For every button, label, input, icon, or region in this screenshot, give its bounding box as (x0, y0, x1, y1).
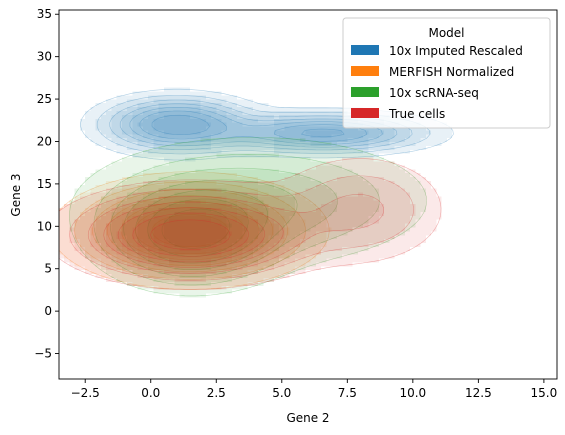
legend-swatch (351, 45, 379, 55)
y-axis-label: Gene 3 (9, 173, 23, 216)
x-axis: −2.5 0.0 2.5 5.0 7.5 10.0 12.5 15.0 (71, 379, 558, 400)
y-tick-label: 0 (44, 304, 52, 318)
x-tick-label: 0.0 (141, 386, 160, 400)
legend-swatch (351, 87, 379, 97)
y-axis: −5 0 5 10 15 20 25 30 35 (34, 7, 59, 360)
x-tick-label: 5.0 (272, 386, 291, 400)
legend-label: MERFISH Normalized (389, 65, 514, 79)
y-tick-label: 20 (37, 134, 52, 148)
y-tick-label: 35 (37, 7, 52, 21)
x-tick-label: 2.5 (207, 386, 226, 400)
legend-swatch (351, 108, 379, 118)
legend: Model 10x Imputed Rescaled MERFISH Normal… (343, 18, 550, 128)
x-tick-label: 15.0 (531, 386, 558, 400)
legend-title: Model (428, 26, 464, 40)
x-tick-label: −2.5 (71, 386, 100, 400)
y-tick-label: 10 (37, 219, 52, 233)
y-tick-label: 5 (44, 262, 52, 276)
y-tick-label: 30 (37, 50, 52, 64)
y-tick-label: 15 (37, 177, 52, 191)
x-tick-label: 7.5 (338, 386, 357, 400)
y-tick-label: −5 (34, 347, 52, 361)
y-tick-label: 25 (37, 92, 52, 106)
legend-label: 10x Imputed Rescaled (389, 44, 523, 58)
legend-swatch (351, 66, 379, 76)
x-tick-label: 10.0 (399, 386, 426, 400)
x-axis-label: Gene 2 (286, 411, 329, 425)
x-tick-label: 12.5 (465, 386, 492, 400)
legend-label: True cells (388, 107, 445, 121)
legend-label: 10x scRNA-seq (389, 86, 479, 100)
